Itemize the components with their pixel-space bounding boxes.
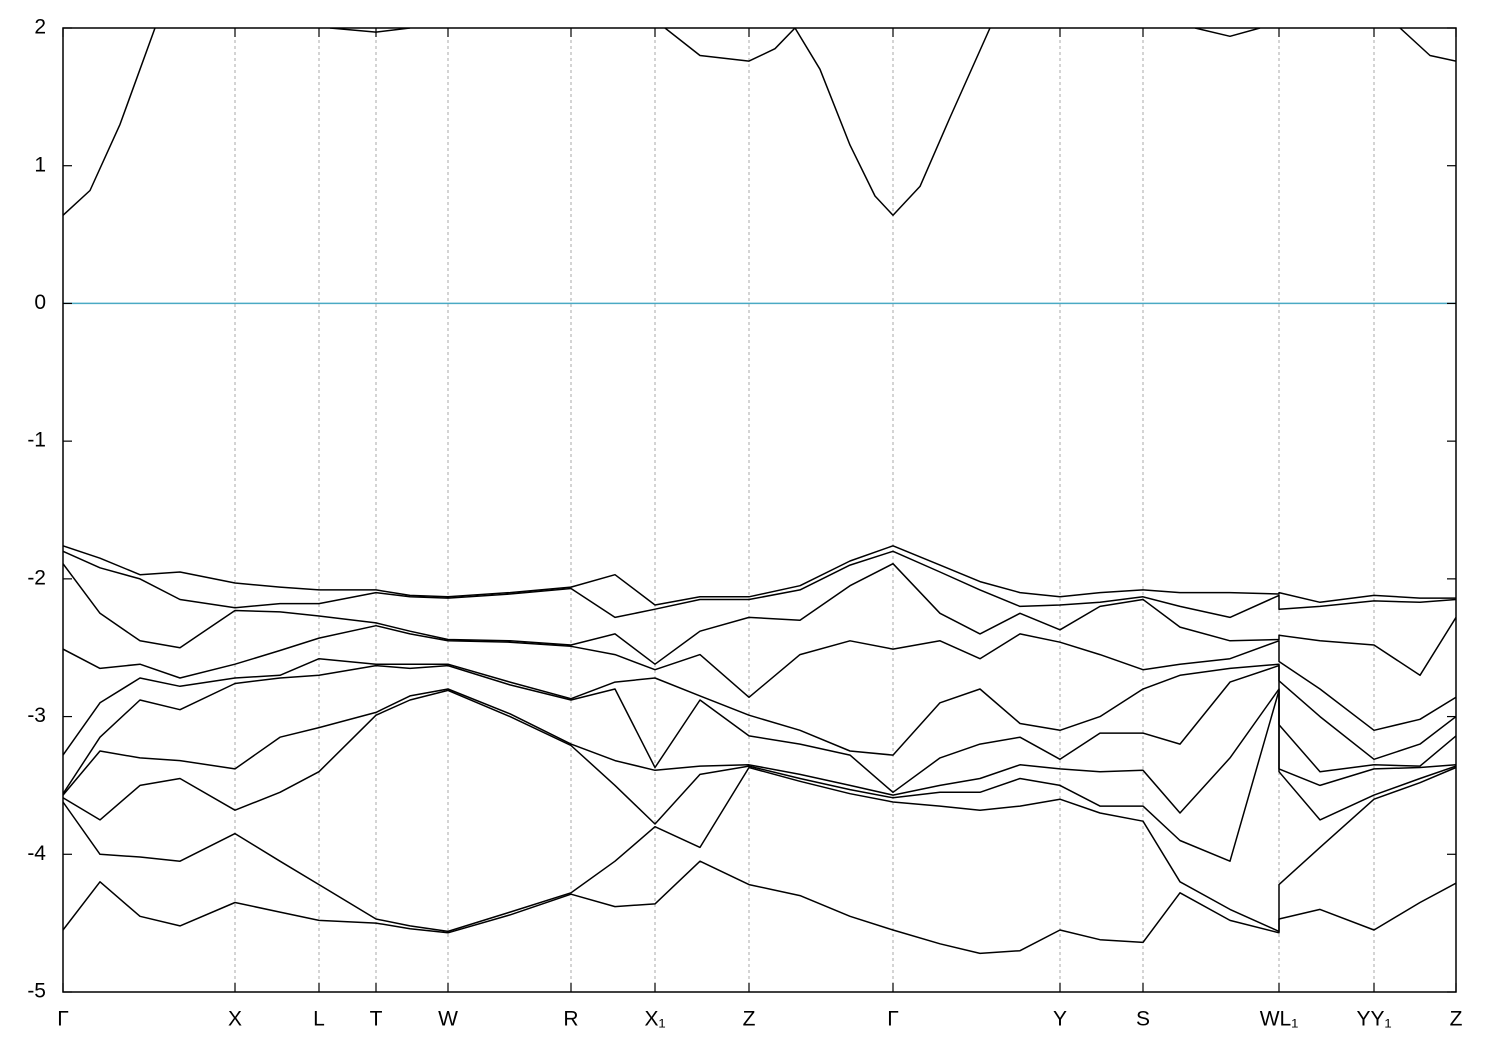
plot-area [63, 28, 1456, 955]
band-line [63, 624, 1456, 732]
band-line [63, 657, 1456, 761]
y-tick-label: -4 [27, 842, 46, 865]
x-tick-label: X [228, 1008, 242, 1031]
y-tick-label: -5 [27, 980, 46, 1003]
band-line [63, 28, 1456, 217]
axes: -5 -4 -3 -2 -1 0 1 2 Γ X L T W R X₁ Z Γ Y S WL₁ YY₁ Z [27, 16, 1462, 1031]
band-line [63, 664, 1456, 795]
x-tick-label: Y [1053, 1008, 1067, 1031]
y-tick-label: -1 [27, 429, 46, 452]
grid [62, 28, 1457, 992]
band-line [63, 689, 1456, 862]
y-tick-label: 2 [34, 16, 46, 39]
y-tick-label: -2 [27, 566, 46, 589]
plot-frame [62, 27, 1457, 993]
x-tick-label: WL₁ [1260, 1008, 1299, 1031]
band-line [63, 860, 1456, 955]
x-tick-label: Z [1450, 1008, 1463, 1031]
band-line [63, 550, 1456, 619]
band-line [63, 766, 1456, 933]
x-tick-label: S [1136, 1008, 1150, 1031]
band-line [63, 562, 1456, 677]
x-tick-label: YY₁ [1356, 1008, 1391, 1031]
y-tick-label: 0 [34, 291, 46, 314]
x-tick-label: L [313, 1008, 325, 1031]
x-tick-label: Γ [887, 1008, 899, 1031]
x-tick-label: Γ [57, 1008, 69, 1031]
x-tick-label: Z [743, 1008, 756, 1031]
x-tick-label: W [438, 1008, 458, 1031]
y-tick-label: -3 [27, 704, 46, 727]
x-tick-label: X₁ [644, 1008, 665, 1031]
band-line [63, 688, 1456, 814]
band-line [63, 545, 1456, 606]
x-tick-label: R [563, 1008, 578, 1031]
x-tick-label: T [370, 1008, 383, 1031]
y-tick-label: 1 [34, 153, 46, 176]
